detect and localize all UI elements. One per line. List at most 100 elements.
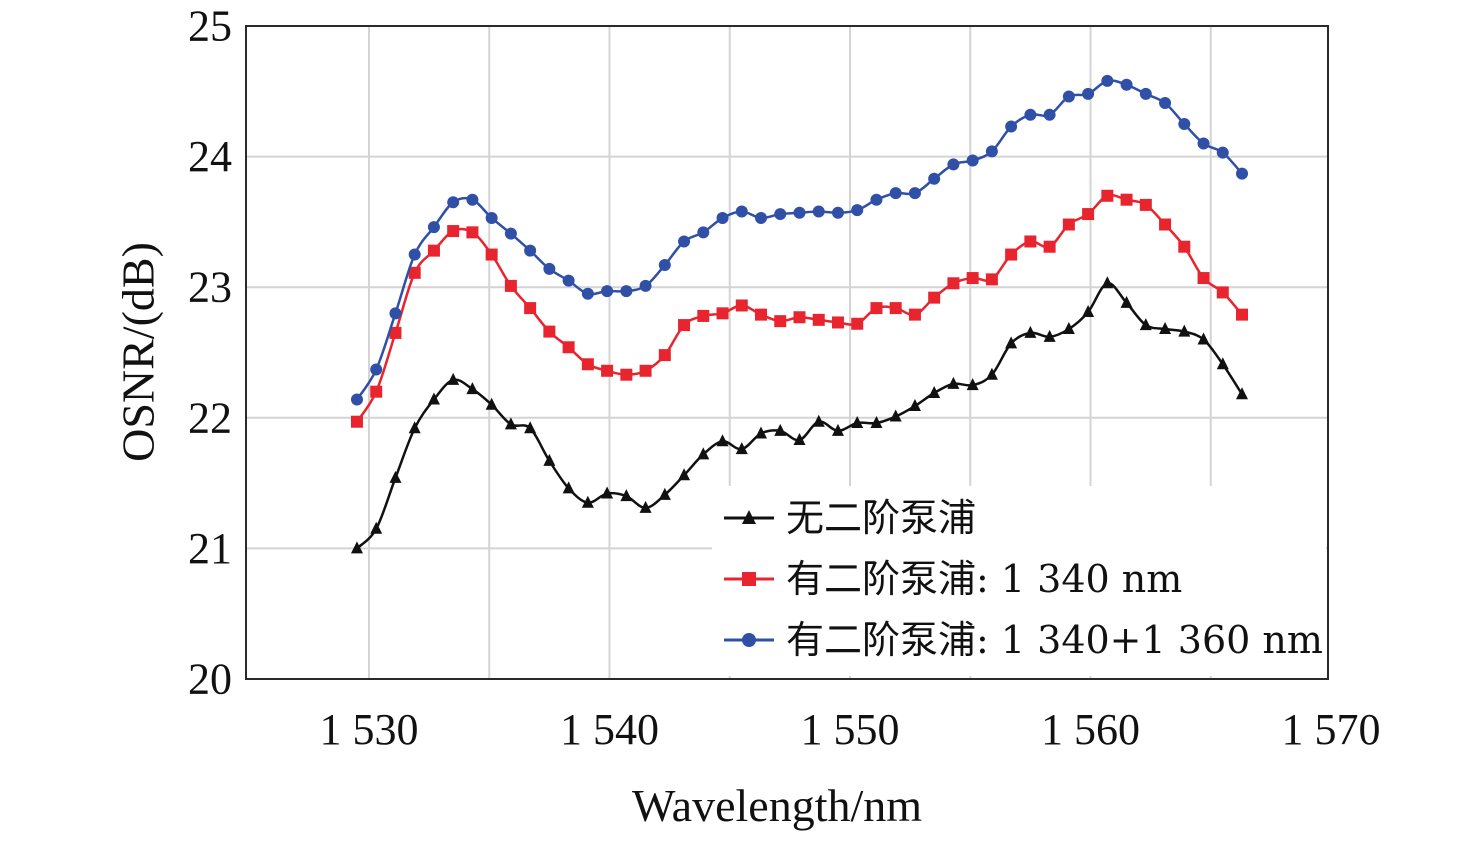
x-tick-labels: 1 530 1 540 1 550 1 560 1 570	[320, 705, 1381, 754]
data-point	[1024, 325, 1037, 338]
data-point	[524, 421, 537, 434]
x-tick-label: 1 560	[1041, 705, 1140, 754]
data-point	[1101, 189, 1114, 202]
data-point	[793, 311, 806, 324]
data-point	[466, 382, 479, 395]
data-point	[1082, 87, 1095, 100]
plot-area-frame	[245, 25, 1329, 680]
data-point	[870, 416, 883, 429]
data-point	[1101, 276, 1114, 289]
data-point	[735, 442, 748, 455]
x-tick-label: 1 540	[560, 705, 659, 754]
data-point	[447, 225, 460, 238]
data-point	[985, 145, 998, 158]
data-point	[889, 187, 902, 200]
y-tick-label: 23	[188, 263, 232, 312]
data-point	[370, 363, 383, 376]
data-point	[370, 385, 383, 398]
data-point	[408, 421, 421, 434]
data-point	[408, 266, 421, 279]
data-point	[1024, 235, 1037, 248]
data-point	[966, 154, 979, 167]
data-point	[370, 521, 383, 534]
data-point	[639, 500, 652, 513]
data-point	[735, 205, 748, 218]
data-point	[524, 244, 537, 257]
data-point	[851, 204, 864, 217]
data-point	[889, 409, 902, 422]
data-point	[466, 193, 479, 206]
data-point	[427, 244, 440, 257]
data-point	[928, 172, 941, 185]
data-point	[447, 196, 460, 209]
data-point	[1082, 208, 1095, 221]
data-point	[1120, 78, 1133, 91]
data-point	[620, 368, 633, 381]
data-point	[485, 248, 498, 261]
data-point	[620, 489, 633, 502]
legend-label: 有二阶泵浦: 1 340+1 360 nm	[786, 618, 1323, 662]
data-point	[427, 221, 440, 234]
data-point	[1216, 146, 1229, 159]
data-point	[1159, 321, 1172, 334]
data-point	[678, 468, 691, 481]
data-point	[947, 277, 960, 290]
data-point	[1139, 87, 1152, 100]
data-point	[581, 287, 594, 300]
data-point	[658, 487, 671, 500]
data-point	[1139, 198, 1152, 211]
data-point	[1178, 324, 1191, 337]
data-point	[543, 325, 556, 338]
data-point	[1043, 329, 1056, 342]
data-point	[639, 364, 652, 377]
data-point	[389, 470, 402, 483]
data-point	[928, 385, 941, 398]
y-axis-title: OSNR/(dB)	[113, 242, 164, 462]
data-point	[427, 392, 440, 405]
data-point	[504, 279, 517, 292]
data-point	[966, 272, 979, 285]
data-point	[1005, 248, 1018, 261]
data-point	[543, 262, 556, 275]
data-point	[678, 235, 691, 248]
data-point	[1236, 387, 1249, 400]
series-1	[350, 276, 1249, 554]
data-point	[793, 433, 806, 446]
data-point	[1216, 286, 1229, 299]
legend-marker	[742, 510, 756, 524]
data-point	[1178, 240, 1191, 253]
y-tick-label: 24	[188, 132, 232, 181]
data-point	[716, 307, 729, 320]
data-point	[966, 378, 979, 391]
data-point	[639, 279, 652, 292]
data-point	[466, 226, 479, 239]
data-point	[601, 285, 614, 298]
data-point	[504, 417, 517, 430]
data-point	[1159, 218, 1172, 231]
data-point	[658, 349, 671, 362]
data-point	[985, 367, 998, 380]
data-point	[1216, 357, 1229, 370]
data-point	[1043, 108, 1056, 121]
data-point	[601, 364, 614, 377]
data-point	[562, 341, 575, 354]
data-point	[1236, 308, 1249, 321]
data-point	[485, 397, 498, 410]
series-group	[350, 74, 1249, 554]
x-tick-label: 1 550	[801, 705, 900, 754]
data-point	[716, 434, 729, 447]
x-axis-title: Wavelength/nm	[632, 780, 922, 831]
data-point	[735, 299, 748, 312]
data-point	[350, 415, 363, 428]
data-point	[389, 307, 402, 320]
data-point	[581, 358, 594, 371]
data-point	[524, 302, 537, 315]
data-point	[485, 211, 498, 224]
legend-background	[712, 486, 1326, 676]
series-3	[350, 74, 1249, 406]
data-point	[870, 302, 883, 315]
data-point	[755, 308, 768, 321]
data-point	[1197, 272, 1210, 285]
series-2	[350, 189, 1249, 428]
